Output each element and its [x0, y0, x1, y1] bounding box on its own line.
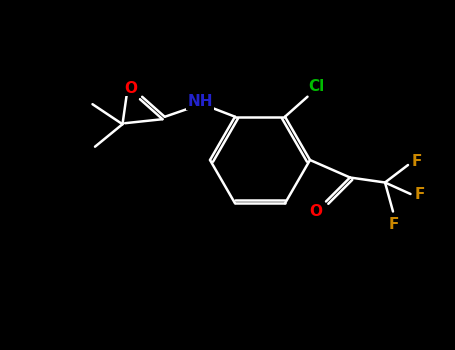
Text: F: F: [388, 217, 399, 232]
Text: NH: NH: [187, 94, 213, 109]
Text: F: F: [412, 154, 422, 169]
Text: O: O: [125, 81, 137, 96]
Text: F: F: [415, 187, 425, 202]
Text: O: O: [309, 204, 323, 219]
Text: Cl: Cl: [308, 79, 324, 94]
